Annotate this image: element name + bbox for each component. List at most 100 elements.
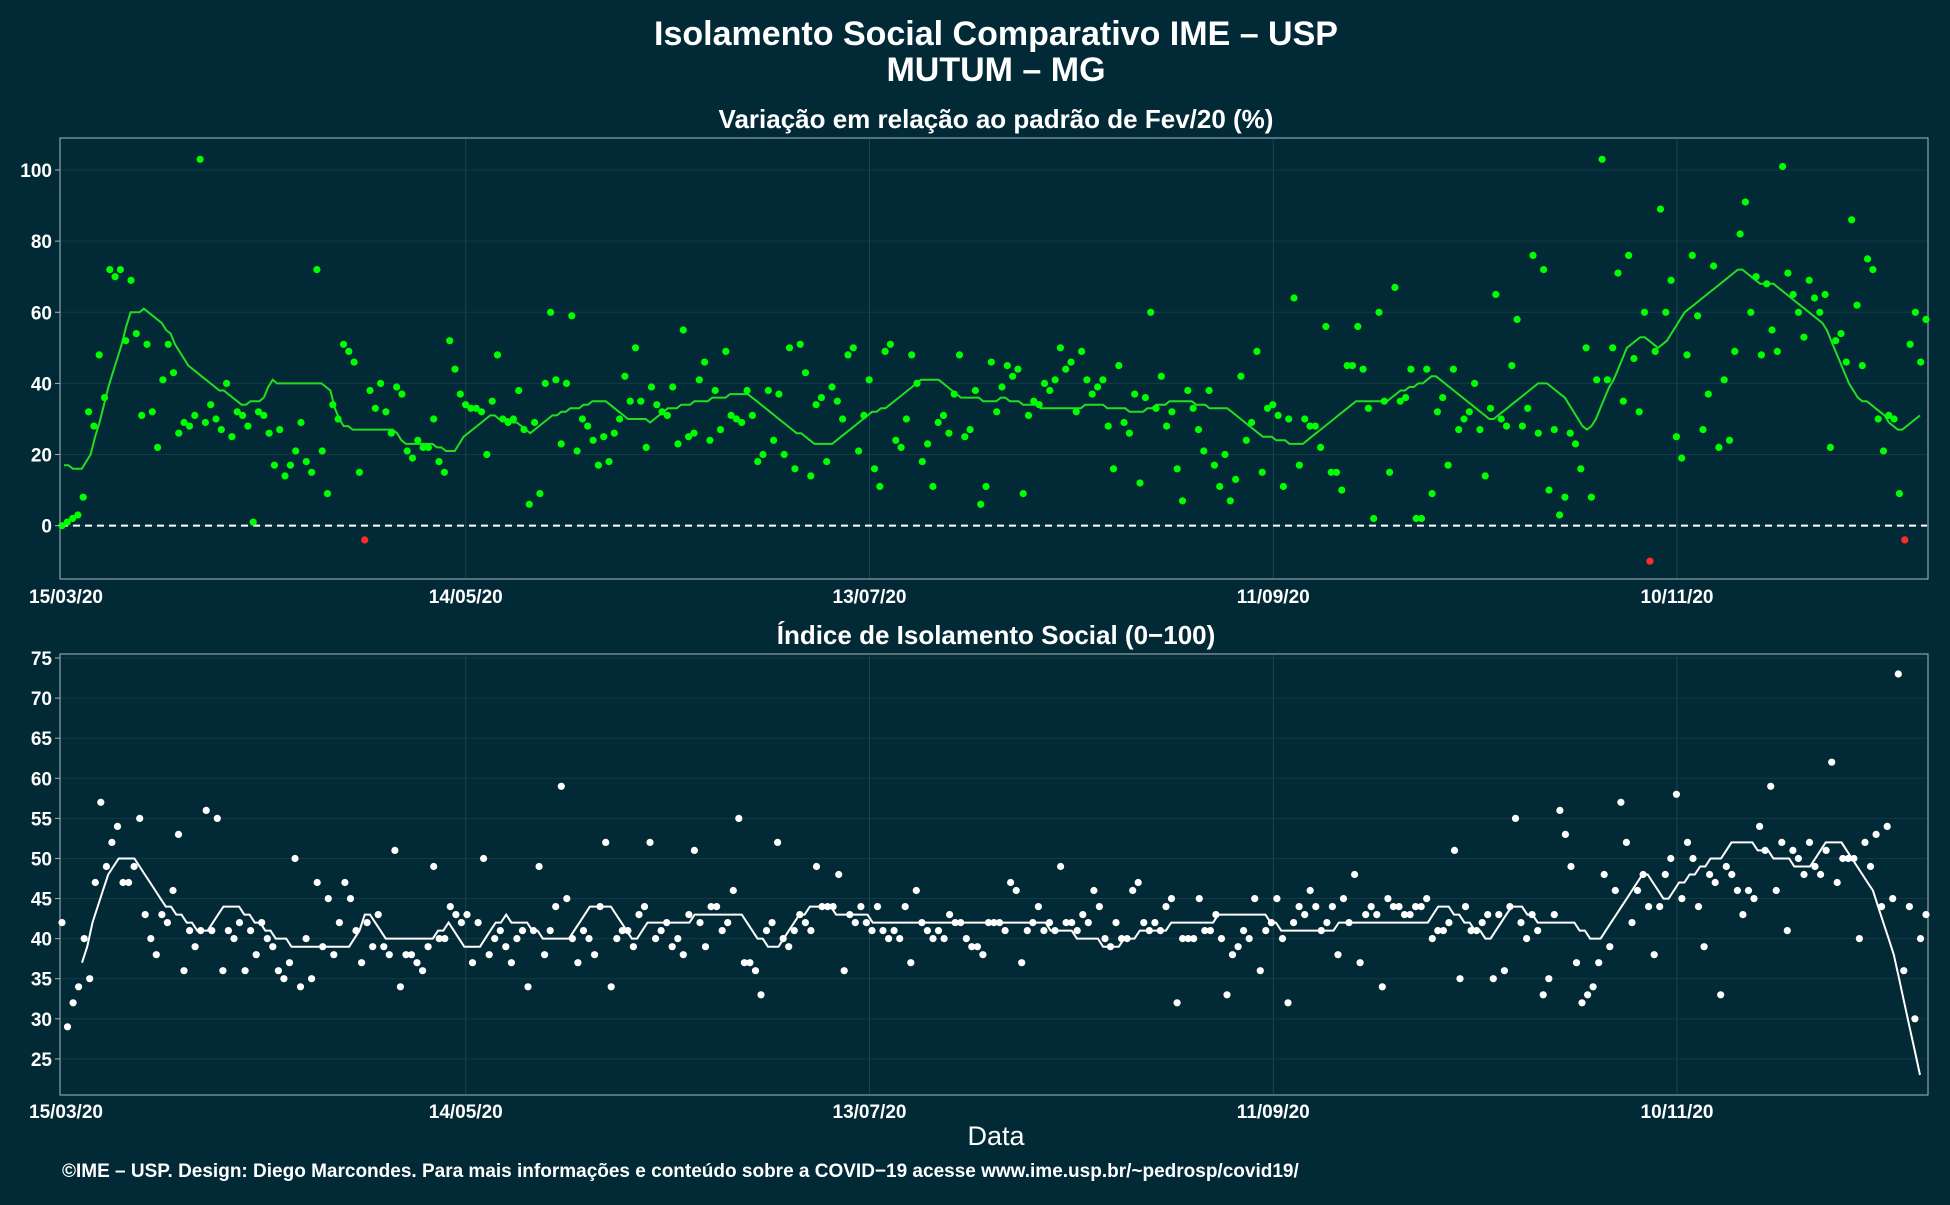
data-point	[1545, 486, 1553, 494]
data-point	[740, 959, 749, 967]
data-point	[86, 975, 94, 983]
data-point	[382, 408, 390, 416]
data-point	[1700, 943, 1708, 951]
data-point	[1334, 951, 1342, 959]
bottom-data-points	[58, 670, 1930, 1031]
data-point	[1323, 919, 1331, 927]
data-point	[568, 935, 577, 943]
data-point	[1476, 426, 1484, 434]
data-point	[1267, 919, 1275, 927]
data-point	[1395, 903, 1403, 911]
x-tick-label: 14/05/20	[429, 1102, 503, 1123]
data-point	[1916, 935, 1925, 943]
data-point	[613, 935, 621, 943]
data-point	[602, 838, 610, 847]
data-point	[191, 411, 199, 419]
data-point	[302, 935, 310, 943]
data-point	[1832, 337, 1840, 345]
data-point	[143, 340, 151, 348]
x-tick-label: 15/03/20	[29, 587, 103, 608]
data-point	[1609, 344, 1617, 352]
data-point	[1118, 935, 1126, 943]
data-point	[1256, 967, 1264, 975]
data-point	[1258, 468, 1266, 476]
data-point	[1306, 422, 1314, 430]
data-point	[1201, 927, 1209, 935]
data-point	[1731, 347, 1739, 355]
data-point	[690, 429, 698, 437]
data-point	[398, 390, 406, 398]
data-point	[1162, 903, 1170, 911]
data-point	[1672, 790, 1680, 798]
data-point	[1646, 557, 1654, 565]
data-point	[1839, 854, 1847, 863]
data-point	[1460, 415, 1468, 423]
data-point	[196, 155, 204, 163]
data-point	[1295, 903, 1303, 911]
data-point	[313, 266, 321, 274]
data-point	[1826, 443, 1834, 451]
data-point	[679, 326, 687, 334]
data-point	[69, 999, 77, 1007]
data-point	[1301, 911, 1309, 919]
data-point	[1375, 308, 1383, 316]
data-point	[467, 404, 475, 412]
data-point	[1386, 468, 1394, 476]
data-point	[1717, 991, 1725, 999]
data-point	[1900, 967, 1908, 975]
data-point	[563, 895, 571, 903]
data-point	[1434, 927, 1442, 935]
data-point	[957, 919, 965, 927]
data-point	[1184, 935, 1192, 943]
data-point	[1163, 422, 1171, 430]
data-point	[768, 919, 776, 927]
data-point	[313, 878, 321, 887]
data-point	[1228, 951, 1237, 959]
data-point	[1029, 919, 1037, 927]
data-point	[1800, 333, 1808, 341]
data-point	[807, 472, 815, 480]
data-point	[430, 862, 438, 871]
data-point	[1556, 806, 1564, 815]
data-point	[754, 458, 762, 466]
data-point	[1556, 511, 1564, 519]
data-point	[366, 386, 374, 395]
data-point	[1134, 878, 1142, 887]
data-point	[446, 337, 454, 345]
data-point	[1855, 935, 1863, 943]
data-point	[1633, 886, 1642, 895]
x-tick-label: 11/09/20	[1237, 1102, 1310, 1123]
data-point	[440, 468, 448, 476]
data-point	[79, 493, 87, 501]
data-point	[707, 903, 715, 911]
data-point	[1640, 308, 1649, 316]
data-point	[1678, 895, 1686, 903]
data-point	[929, 482, 937, 491]
data-point	[892, 436, 900, 444]
data-point	[319, 943, 327, 951]
data-point	[1508, 362, 1516, 370]
y-tick-label: 60	[31, 769, 52, 790]
data-point	[1056, 344, 1064, 352]
data-point	[1667, 854, 1675, 863]
data-point	[1024, 411, 1033, 419]
data-point	[1131, 390, 1139, 398]
data-point	[235, 919, 244, 927]
data-point	[141, 911, 149, 919]
data-point	[1598, 155, 1606, 163]
data-point	[95, 351, 103, 359]
data-point	[435, 935, 443, 943]
data-point	[646, 838, 654, 847]
data-point	[652, 935, 660, 943]
data-point	[164, 340, 172, 348]
y-tick-label: 80	[31, 232, 52, 253]
data-point	[1789, 846, 1797, 855]
y-tick-label: 70	[31, 689, 52, 710]
data-point	[1018, 959, 1026, 967]
data-point	[1370, 514, 1378, 523]
data-point	[1561, 830, 1569, 839]
top-gridlines	[61, 139, 1927, 578]
data-point	[1079, 911, 1087, 919]
data-point	[1125, 429, 1133, 437]
